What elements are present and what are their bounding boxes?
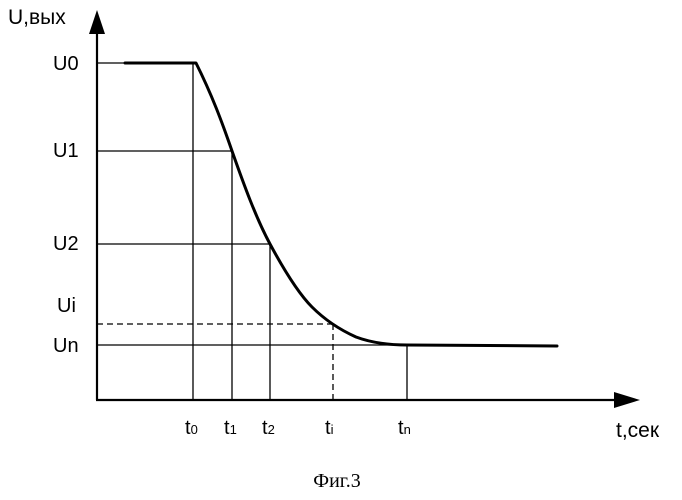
y-axis-label: U,вых bbox=[8, 6, 66, 29]
decay-curve bbox=[125, 63, 557, 346]
x-mark-label-tn: tn bbox=[398, 417, 411, 439]
y-level-label-u2: U2 bbox=[53, 233, 79, 255]
y-level-label-ui: Ui bbox=[57, 295, 76, 317]
x-mark-label-t2: t2 bbox=[262, 417, 275, 439]
x-mark-label-ti: ti bbox=[325, 417, 334, 439]
figure-caption: Фиг.3 bbox=[313, 470, 360, 492]
x-mark-label-t0: t0 bbox=[185, 417, 198, 439]
x-axis-arrow bbox=[614, 392, 640, 408]
y-axis-arrow bbox=[89, 10, 105, 34]
x-mark-label-t1: t1 bbox=[224, 417, 237, 439]
y-level-label-u0: U0 bbox=[53, 53, 79, 75]
y-level-label-un: Un bbox=[53, 335, 79, 357]
y-level-label-u1: U1 bbox=[53, 140, 79, 162]
x-axis-label: t,сек bbox=[616, 419, 660, 442]
